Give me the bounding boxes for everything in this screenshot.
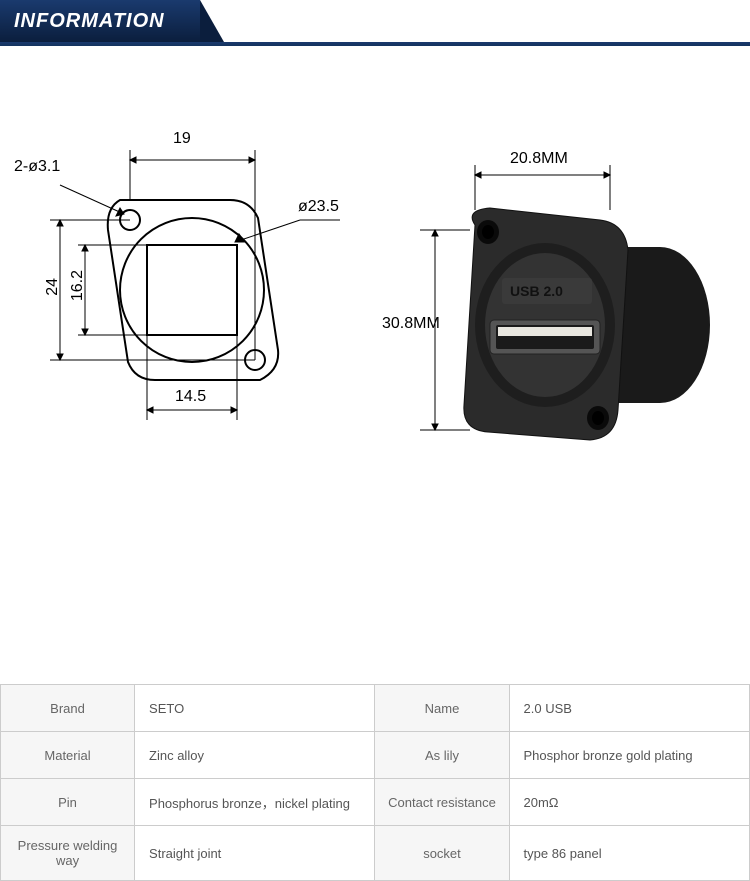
spec-value: SETO <box>135 685 375 732</box>
dim-photo-width: 20.8MM <box>510 150 568 168</box>
product-photo: USB 2.0 <box>380 110 740 510</box>
table-row: Pressure welding way Straight joint sock… <box>1 826 750 881</box>
spec-value: Phosphorus bronze，nickel plating <box>135 779 375 826</box>
dim-inner-height: 16.2 <box>69 270 87 301</box>
table-row: Pin Phosphorus bronze，nickel plating Con… <box>1 779 750 826</box>
spec-value: Straight joint <box>135 826 375 881</box>
spec-label: Contact resistance <box>375 779 509 826</box>
diagram-area: 19 2-ø3.1 ø23.5 14.5 24 16.2 <box>0 90 750 560</box>
spec-value: 20mΩ <box>509 779 749 826</box>
spec-label: Name <box>375 685 509 732</box>
dim-hole-callout: 2-ø3.1 <box>14 158 60 176</box>
table-row: Brand SETO Name 2.0 USB <box>1 685 750 732</box>
spec-label: Pressure welding way <box>1 826 135 881</box>
spec-value: Zinc alloy <box>135 732 375 779</box>
spec-label: Material <box>1 732 135 779</box>
header-underline <box>0 42 750 46</box>
port-label-text: USB 2.0 <box>510 283 563 299</box>
dim-inner-width: 14.5 <box>175 388 206 406</box>
spec-table: Brand SETO Name 2.0 USB Material Zinc al… <box>0 684 750 881</box>
spec-label: socket <box>375 826 509 881</box>
spec-value: 2.0 USB <box>509 685 749 732</box>
dim-diameter: ø23.5 <box>298 198 339 216</box>
header-bar: INFORMATION <box>0 0 200 42</box>
spec-label: Brand <box>1 685 135 732</box>
dim-top-width: 19 <box>173 130 191 148</box>
table-row: Material Zinc alloy As lily Phosphor bro… <box>1 732 750 779</box>
dim-photo-height: 30.8MM <box>382 315 440 333</box>
spec-value: Phosphor bronze gold plating <box>509 732 749 779</box>
dim-outer-height: 24 <box>44 278 62 296</box>
header-title: INFORMATION <box>14 10 165 33</box>
spec-label: Pin <box>1 779 135 826</box>
spec-value: type 86 panel <box>509 826 749 881</box>
spec-label: As lily <box>375 732 509 779</box>
header: INFORMATION <box>0 0 750 48</box>
spec-table-grid: Brand SETO Name 2.0 USB Material Zinc al… <box>0 684 750 881</box>
